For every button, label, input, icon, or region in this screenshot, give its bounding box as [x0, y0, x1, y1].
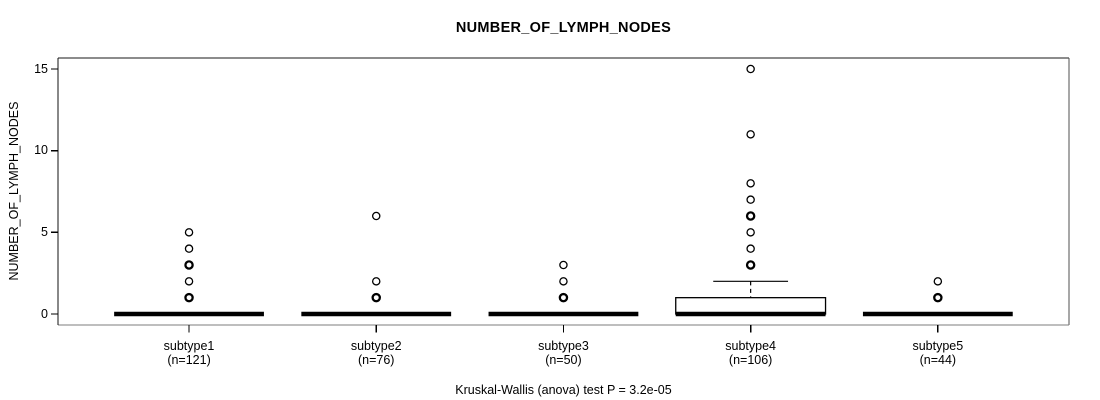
group-name: subtype4 — [725, 339, 776, 353]
outlier-point-subtype3-2 — [559, 277, 568, 286]
group-name: subtype3 — [538, 339, 589, 353]
outlier-point-subtype4-3 — [745, 260, 756, 270]
x-group-label-subtype3: subtype3 (n=50) — [488, 339, 638, 367]
group-sample-size: (n=44) — [919, 352, 957, 367]
outlier-point-subtype3-1 — [558, 292, 569, 303]
outlier-point-subtype5-1 — [933, 292, 943, 303]
group-name: subtype1 — [163, 339, 215, 353]
stat-test-annotation: Kruskal-Wallis (anova) test P = 3.2e-05 — [455, 383, 672, 397]
group-sample-size: (n=50) — [545, 352, 582, 367]
group-name: subtype5 — [912, 339, 964, 353]
x-group-label-subtype4: subtype4 (n=106) — [676, 339, 826, 367]
group-name: subtype2 — [350, 339, 402, 353]
outlier-point-subtype4-11 — [746, 130, 755, 139]
outlier-point-subtype1-3 — [184, 260, 194, 270]
group-sample-size: (n=76) — [357, 352, 395, 367]
outlier-point-subtype1-5 — [184, 228, 194, 237]
outlier-point-subtype4-5 — [746, 228, 755, 237]
outlier-point-subtype1-2 — [184, 277, 194, 286]
outlier-point-subtype5-2 — [933, 277, 943, 286]
chart-title: NUMBER_OF_LYMPH_NODES — [455, 20, 672, 36]
y-tick-label-10: 10 — [34, 143, 48, 158]
outlier-point-subtype1-4 — [184, 244, 194, 253]
outlier-point-subtype1-1 — [184, 292, 194, 303]
group-sample-size: (n=106) — [728, 352, 773, 367]
outlier-point-subtype4-7 — [746, 195, 755, 204]
y-tick-label-5: 5 — [41, 224, 48, 239]
outlier-point-subtype4-15 — [746, 64, 755, 74]
x-group-label-subtype5: subtype5 (n=44) — [863, 339, 1013, 367]
outlier-point-subtype4-4 — [746, 244, 755, 253]
group-sample-size: (n=121) — [167, 352, 211, 367]
outlier-point-subtype2-1 — [371, 292, 381, 303]
y-tick-label-15: 15 — [34, 61, 48, 76]
outlier-point-subtype4-6 — [745, 211, 756, 221]
y-tick-label-0: 0 — [41, 306, 48, 321]
x-group-label-subtype2: subtype2 (n=76) — [301, 339, 451, 367]
outlier-point-subtype4-8 — [746, 179, 755, 188]
x-group-label-subtype1: subtype1 (n=121) — [114, 339, 264, 367]
box-subtype4 — [675, 297, 827, 315]
outlier-point-subtype3-3 — [559, 260, 568, 270]
outlier-point-subtype2-2 — [371, 277, 381, 286]
outlier-point-subtype2-6 — [371, 211, 381, 221]
